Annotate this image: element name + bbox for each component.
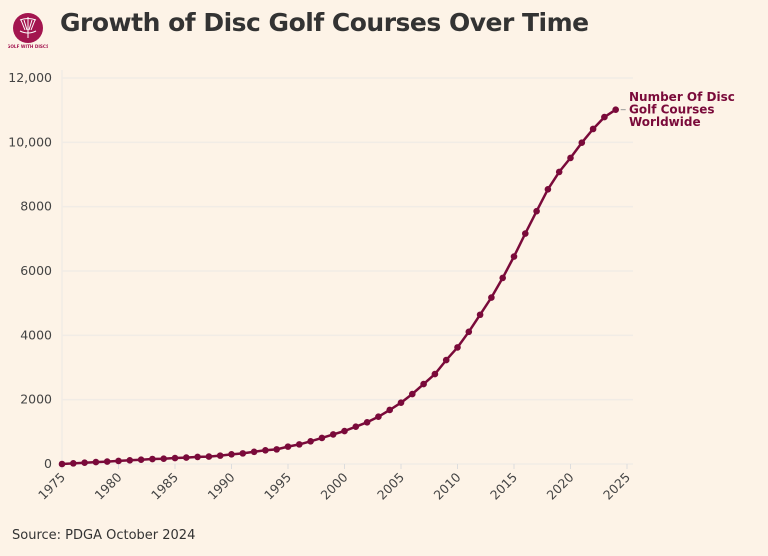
data-point-2015[interactable] — [510, 253, 518, 260]
data-point-1976[interactable] — [70, 460, 77, 467]
data-point-1985[interactable] — [171, 454, 179, 462]
data-point-1987[interactable] — [194, 453, 201, 461]
x-tick-label: 2020 — [544, 469, 577, 502]
series-label-line: Golf Courses — [629, 103, 715, 117]
data-point-2009[interactable] — [442, 356, 450, 364]
data-point-2013[interactable] — [488, 294, 495, 301]
data-point-1977[interactable] — [81, 459, 88, 467]
data-point-2001[interactable] — [352, 423, 360, 430]
data-point-1986[interactable] — [183, 454, 190, 461]
y-axis-ticks: 0 2000 4000 6000 8000 10,000 12,000 — [8, 70, 52, 471]
series-label-line: Worldwide — [629, 115, 701, 129]
series-label-line: Number Of Disc — [629, 90, 735, 104]
x-tick-label: 2005 — [374, 470, 407, 503]
data-point-2011[interactable] — [465, 328, 473, 336]
series-label: Number Of Disc Golf Courses Worldwide — [629, 90, 735, 129]
data-point-2024[interactable] — [612, 106, 619, 113]
y-tick-label: 2000 — [20, 392, 52, 407]
data-point-1991[interactable] — [239, 450, 247, 457]
data-point-1978[interactable] — [92, 458, 100, 466]
data-point-1975[interactable] — [58, 460, 66, 468]
golf-with-discs-logo: GOLF WITH DISCS — [8, 13, 48, 49]
data-point-1996[interactable] — [296, 441, 303, 448]
data-point-2002[interactable] — [363, 419, 371, 426]
data-point-2022[interactable] — [589, 125, 597, 133]
data-point-2003[interactable] — [375, 413, 382, 421]
data-point-2014[interactable] — [499, 274, 507, 282]
x-tick-label: 2000 — [318, 469, 351, 502]
data-point-2016[interactable] — [522, 230, 529, 237]
data-point-1981[interactable] — [126, 457, 134, 464]
data-point-2019[interactable] — [555, 168, 563, 176]
x-tick-label: 2025 — [600, 470, 633, 503]
data-point-1998[interactable] — [318, 434, 326, 442]
data-point-2006[interactable] — [409, 390, 416, 398]
data-points — [58, 106, 619, 468]
grid-lines — [61, 70, 633, 465]
data-point-1980[interactable] — [115, 457, 122, 465]
data-point-1992[interactable] — [250, 448, 258, 456]
data-point-1988[interactable] — [205, 453, 213, 460]
data-point-2008[interactable] — [431, 370, 439, 378]
data-point-2005[interactable] — [397, 399, 405, 407]
chart-title: Growth of Disc Golf Courses Over Time — [60, 8, 589, 37]
data-point-2000[interactable] — [341, 427, 348, 435]
x-axis-ticks: 1975 1980 1985 1990 1995 2000 2005 2010 2015 2020… — [35, 464, 633, 503]
y-tick-label: 6000 — [20, 263, 52, 278]
data-point-1990[interactable] — [228, 451, 235, 458]
data-point-1989[interactable] — [216, 452, 224, 459]
x-tick-label: 1985 — [148, 470, 181, 503]
x-tick-label: 2010 — [431, 469, 464, 502]
data-point-1997[interactable] — [307, 438, 314, 445]
series-line — [61, 108, 617, 466]
y-tick-label: 0 — [44, 456, 52, 471]
data-point-1983[interactable] — [149, 455, 156, 463]
source-note: Source: PDGA October 2024 — [12, 528, 196, 543]
data-point-2018[interactable] — [544, 185, 552, 193]
y-tick-label: 12,000 — [8, 70, 52, 85]
y-tick-label: 10,000 — [8, 134, 52, 149]
x-tick-label: 1975 — [35, 470, 68, 503]
data-point-1979[interactable] — [103, 458, 111, 465]
y-tick-label: 4000 — [20, 327, 52, 342]
data-point-2021[interactable] — [578, 139, 586, 146]
y-tick-label: 8000 — [20, 199, 52, 214]
data-point-2007[interactable] — [420, 380, 427, 388]
x-tick-label: 1990 — [205, 469, 238, 502]
data-point-1999[interactable] — [329, 431, 337, 438]
data-point-2017[interactable] — [533, 207, 540, 215]
data-point-2004[interactable] — [386, 406, 394, 414]
x-tick-label: 2015 — [487, 470, 520, 503]
data-point-1984[interactable] — [160, 455, 167, 462]
data-point-2020[interactable] — [567, 154, 574, 162]
data-point-1995[interactable] — [284, 443, 292, 450]
x-tick-label: 1995 — [261, 470, 294, 503]
data-point-2012[interactable] — [476, 311, 484, 319]
data-point-1994[interactable] — [273, 446, 281, 453]
x-tick-label: 1980 — [92, 469, 125, 502]
data-point-1993[interactable] — [262, 447, 269, 454]
data-point-1982[interactable] — [137, 456, 145, 463]
data-point-2023[interactable] — [601, 113, 608, 121]
svg-text:GOLF WITH DISCS: GOLF WITH DISCS — [8, 44, 48, 49]
data-point-2010[interactable] — [454, 344, 461, 351]
